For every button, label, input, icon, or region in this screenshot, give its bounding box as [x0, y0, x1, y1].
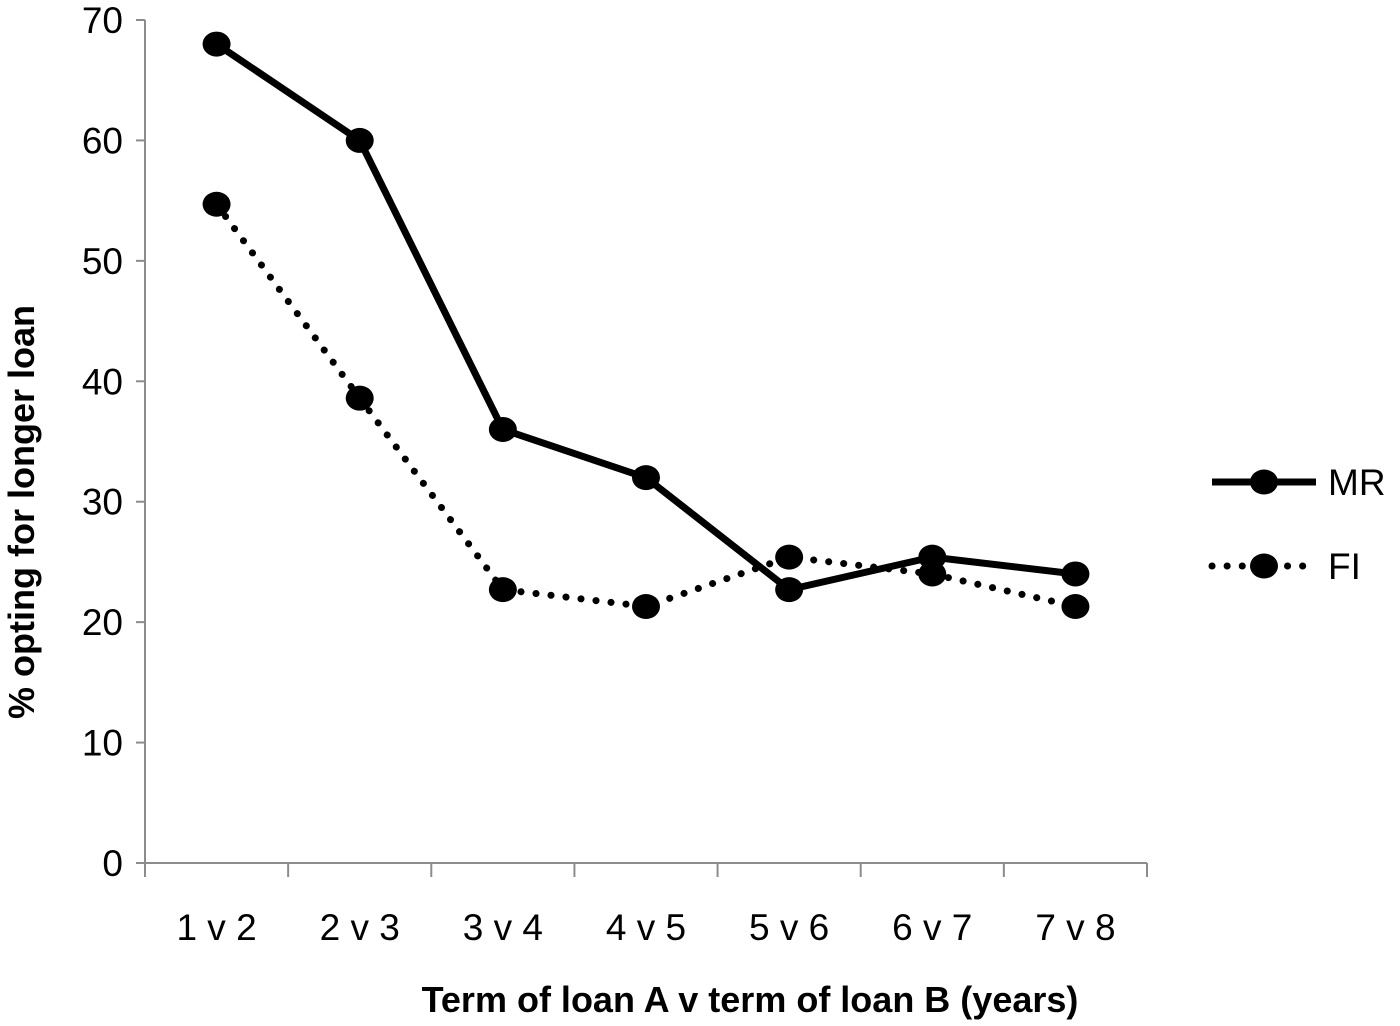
data-point-fi	[202, 191, 231, 217]
y-tick-label: 10	[82, 723, 123, 764]
y-tick-label: 40	[82, 361, 123, 402]
y-tick-label: 30	[82, 482, 123, 523]
x-tick-label: 3 v 4	[463, 907, 543, 948]
legend-label: MR	[1328, 462, 1386, 503]
data-point-fi	[345, 385, 374, 411]
legend-marker	[1250, 469, 1278, 495]
data-point-mr	[918, 544, 947, 570]
series-line-mr	[214, 41, 1076, 594]
series-line-fi	[213, 200, 1079, 611]
legend-item-fi: FI	[1208, 546, 1361, 587]
y-tick-label: 20	[82, 602, 123, 643]
y-tick-label: 50	[82, 241, 123, 282]
y-axis: 0 10 20 30 40 50 60 70	[82, 0, 146, 884]
x-axis-title: Term of loan A v term of loan B (years)	[422, 979, 1079, 1020]
y-tick-label: 70	[82, 0, 123, 41]
series-fi	[202, 191, 1090, 619]
data-point-mr	[488, 416, 517, 442]
data-point-fi	[1061, 593, 1090, 619]
legend-marker	[1250, 553, 1278, 579]
data-point-fi	[632, 593, 660, 619]
y-tick-label: 0	[102, 843, 123, 884]
x-tick-label: 6 v 7	[892, 907, 972, 948]
x-tick-label: 1 v 2	[176, 907, 256, 948]
data-point-mr	[345, 127, 374, 153]
x-axis: 1 v 2 2 v 3 3 v 4 4 v 5 5 v 6 6 v 7 7 v 8	[144, 862, 1148, 948]
x-tick-label: 5 v 6	[749, 907, 829, 948]
legend-item-mr: MR	[1212, 462, 1386, 503]
y-tick-label: 60	[82, 120, 123, 161]
legend-label: FI	[1328, 546, 1361, 587]
data-point-mr	[775, 577, 804, 603]
series-layer	[202, 31, 1090, 619]
data-point-fi	[488, 577, 517, 603]
data-point-fi	[775, 544, 804, 570]
x-tick-label: 2 v 3	[320, 907, 400, 948]
legend: MR FI	[1208, 462, 1386, 587]
series-mr	[202, 31, 1090, 603]
y-axis-title: % opting for longer loan	[1, 305, 42, 719]
data-point-mr	[1061, 561, 1090, 587]
x-tick-label: 7 v 8	[1035, 907, 1115, 948]
x-tick-label: 4 v 5	[606, 907, 686, 948]
data-point-mr	[632, 465, 660, 491]
data-point-mr	[202, 31, 231, 57]
